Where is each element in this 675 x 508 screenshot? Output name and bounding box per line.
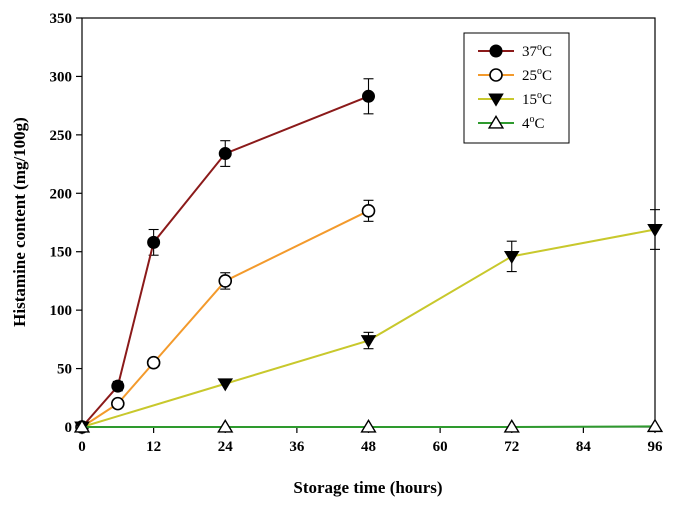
series-15C — [74, 209, 663, 435]
y-tick-label: 150 — [50, 245, 73, 261]
data-point — [73, 419, 91, 433]
series-line — [81, 209, 369, 428]
x-tick-label: 36 — [289, 439, 305, 455]
data-point — [217, 378, 234, 392]
x-tick-label: 96 — [648, 439, 664, 455]
y-tick-label: 100 — [50, 303, 73, 319]
legend-item: 4oC — [478, 114, 545, 132]
y-tick-label: 300 — [50, 69, 73, 85]
x-tick-label: 12 — [146, 439, 161, 455]
legend-label: 4oC — [522, 114, 545, 132]
data-point — [218, 274, 233, 288]
legend: 37oC 25oC 15oC 4oC — [463, 32, 570, 144]
legend-item: 37oC — [478, 42, 552, 60]
data-point — [361, 204, 376, 218]
legend-item: 15oC — [478, 90, 552, 108]
y-tick-label: 50 — [57, 362, 72, 378]
y-tick-label: 0 — [65, 420, 73, 436]
data-point — [147, 235, 161, 249]
x-tick-label: 24 — [218, 439, 234, 455]
data-point — [646, 418, 664, 433]
series-25C — [75, 199, 376, 434]
x-tick-label: 48 — [361, 439, 376, 455]
x-tick-label: 0 — [78, 439, 86, 455]
data-point — [111, 396, 125, 411]
data-point — [360, 335, 377, 349]
data-point — [217, 419, 234, 433]
legend-label: 25oC — [522, 66, 552, 84]
data-point — [503, 419, 520, 433]
data-point — [647, 224, 663, 238]
y-tick-label: 350 — [50, 11, 73, 27]
y-tick-label: 200 — [50, 186, 73, 202]
series-line — [81, 228, 656, 428]
data-point — [218, 147, 232, 161]
data-point — [111, 379, 125, 393]
legend-label: 37oC — [522, 42, 552, 60]
legend-box — [463, 32, 570, 144]
legend-marker — [488, 93, 504, 107]
legend-item: 25oC — [478, 66, 552, 84]
legend-marker — [487, 115, 505, 129]
legend-label: 15oC — [522, 90, 552, 108]
data-point — [146, 355, 161, 370]
legend-marker — [489, 68, 503, 82]
x-axis-label: Storage time (hours) — [293, 478, 442, 497]
data-point — [503, 250, 520, 264]
x-tick-label: 72 — [504, 439, 519, 455]
x-tick-label: 84 — [576, 439, 592, 455]
series-37C — [75, 78, 375, 434]
data-point — [362, 89, 375, 103]
y-axis-label: Histamine content (mg/100g) — [10, 117, 29, 327]
y-tick-label: 250 — [50, 128, 73, 144]
series-4C — [73, 418, 664, 433]
x-tick-label: 60 — [433, 439, 448, 455]
data-point — [360, 419, 377, 433]
legend-marker — [489, 44, 503, 58]
